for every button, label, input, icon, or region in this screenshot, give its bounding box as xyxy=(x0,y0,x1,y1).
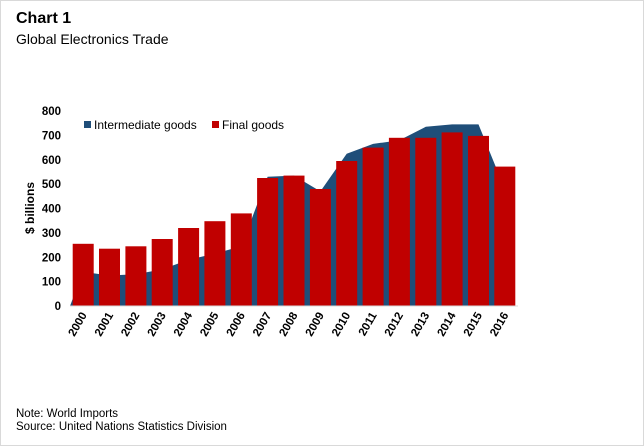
y-tick-label: 600 xyxy=(42,155,61,167)
x-tick-label: 2010 xyxy=(330,311,353,339)
x-tick-label: 2002 xyxy=(119,311,142,339)
bar-final-goods-2011 xyxy=(362,147,384,306)
y-tick-label: 100 xyxy=(42,277,61,289)
x-tick-label: 2006 xyxy=(225,311,248,339)
y-tick-label: 700 xyxy=(42,130,61,142)
legend-label-final: Final goods xyxy=(222,118,284,132)
x-tick-label: 2012 xyxy=(383,311,406,339)
y-tick-label: 400 xyxy=(42,204,61,216)
bar-final-goods-2005 xyxy=(204,221,226,306)
chart-notes: Note: World Imports Source: United Natio… xyxy=(16,408,227,434)
x-axis-ticks: 2000 2001 2002 2003 2004 2005 2006 2007 2008 2009… xyxy=(67,310,512,339)
y-tick-label: 0 xyxy=(55,301,61,313)
bar-final-goods-2015 xyxy=(468,135,489,306)
y-tick-label: 200 xyxy=(42,252,61,264)
bar-final-goods-2012 xyxy=(388,137,410,306)
bar-final-goods-2004 xyxy=(178,228,200,306)
y-axis-label: $ billions xyxy=(23,182,37,234)
bar-final-goods-2000 xyxy=(72,243,94,306)
bar-final-goods-2009 xyxy=(309,189,331,306)
x-tick-label: 2004 xyxy=(172,310,195,339)
bar-final-goods-2001 xyxy=(99,248,120,306)
y-tick-label: 800 xyxy=(42,106,61,118)
x-tick-label: 2009 xyxy=(304,311,327,339)
x-tick-label: 2005 xyxy=(198,310,221,339)
x-tick-label: 2000 xyxy=(67,311,90,339)
bar-final-goods-2016 xyxy=(494,166,516,306)
bar-final-goods-2006 xyxy=(230,213,252,306)
legend-swatch-intermediate xyxy=(84,121,91,128)
x-tick-label: 2013 xyxy=(409,311,432,339)
bar-final-goods-2010 xyxy=(336,161,358,306)
bar-final-goods-2008 xyxy=(283,175,305,306)
chart-subtitle: Global Electronics Trade xyxy=(16,31,169,47)
x-tick-label: 2007 xyxy=(251,311,274,339)
x-tick-label: 2011 xyxy=(357,310,380,338)
source-text: Source: United Nations Statistics Divisi… xyxy=(16,421,227,433)
y-tick-label: 500 xyxy=(42,179,61,191)
legend-swatch-final xyxy=(212,121,219,128)
bar-final-goods-2002 xyxy=(125,246,147,306)
x-tick-label: 2014 xyxy=(436,310,459,339)
y-axis-ticks: 0 100 200 300 400 500 600 700 800 xyxy=(42,106,61,313)
legend-label-intermediate: Intermediate goods xyxy=(94,118,197,132)
bar-layer xyxy=(72,132,516,306)
x-tick-label: 2015 xyxy=(462,310,485,339)
bar-final-goods-2003 xyxy=(151,239,173,306)
bar-final-goods-2013 xyxy=(415,137,437,306)
chart-title: Chart 1 xyxy=(16,10,72,27)
x-tick-label: 2008 xyxy=(277,310,300,339)
x-tick-label: 2001 xyxy=(93,310,116,339)
note-text: Note: World Imports xyxy=(16,408,119,420)
bar-final-goods-2014 xyxy=(441,132,463,306)
x-tick-label: 2016 xyxy=(488,310,511,338)
legend: Intermediate goods Final goods xyxy=(84,118,284,132)
x-tick-label: 2003 xyxy=(146,311,169,339)
y-tick-label: 300 xyxy=(42,228,61,240)
bar-final-goods-2007 xyxy=(257,178,279,306)
